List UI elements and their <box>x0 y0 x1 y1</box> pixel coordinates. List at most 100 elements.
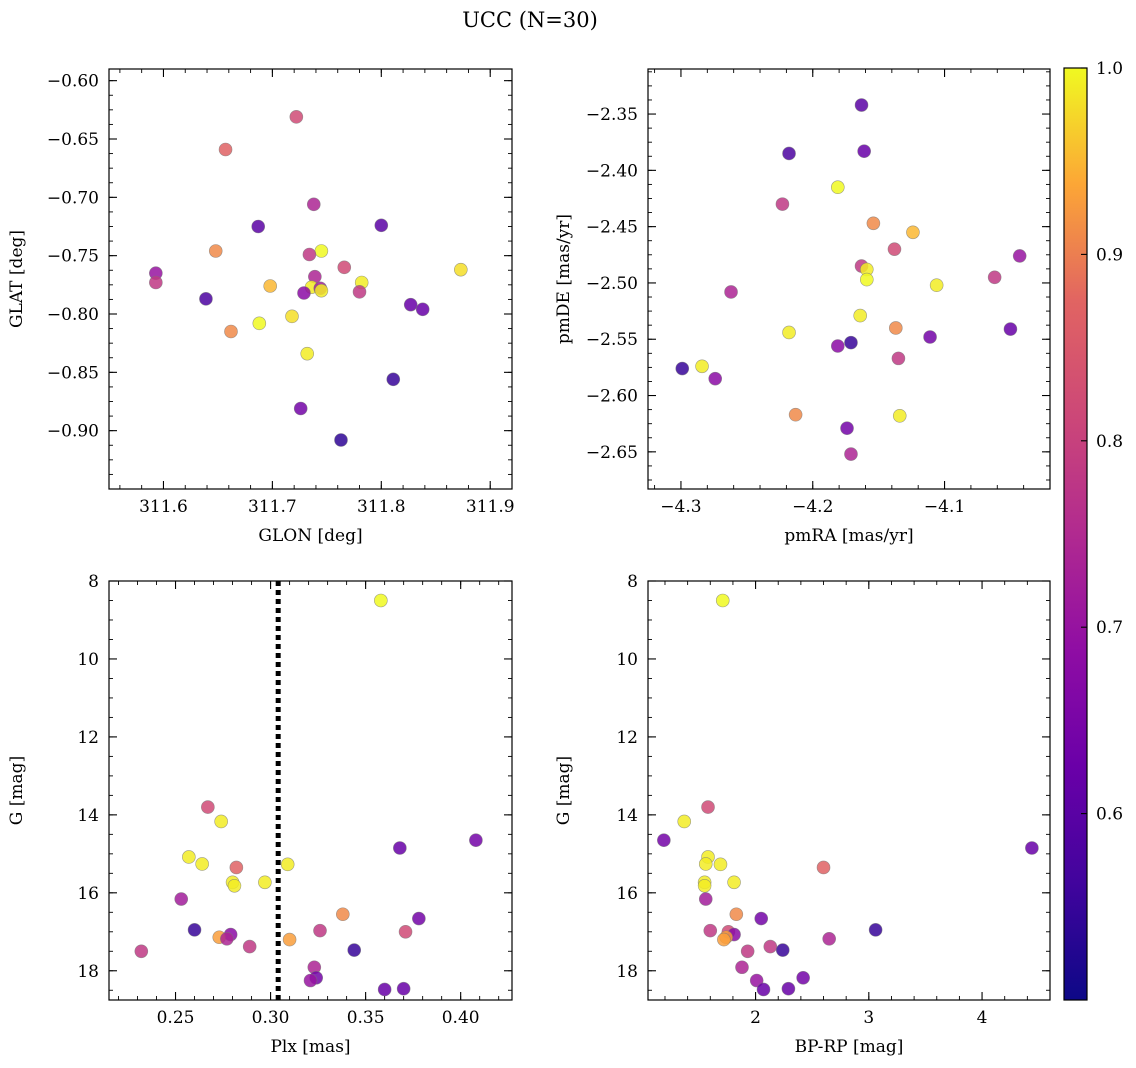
x-tick-label: 0.35 <box>347 1008 385 1028</box>
data-point <box>756 982 771 997</box>
data-point <box>763 939 778 954</box>
y-tick-label: −0.65 <box>47 130 99 150</box>
x-tick-label: 0.30 <box>252 1008 290 1028</box>
data-point <box>840 421 854 435</box>
data-point <box>1003 322 1018 336</box>
data-point <box>134 944 149 959</box>
y-axis-label: G [mag] <box>554 756 574 825</box>
y-tick-label: −2.40 <box>586 161 638 181</box>
data-point <box>224 324 238 339</box>
y-tick-label: 14 <box>77 806 99 826</box>
y-tick-label: 18 <box>77 962 99 982</box>
x-tick-label: 0.25 <box>157 1008 195 1028</box>
data-point <box>788 407 803 422</box>
data-point <box>887 242 902 256</box>
data-point <box>868 923 883 937</box>
data-point <box>352 285 367 299</box>
data-point <box>857 144 871 158</box>
data-point <box>412 911 426 926</box>
data-point <box>302 247 317 262</box>
data-point <box>258 875 272 890</box>
x-tick-label: 311.6 <box>139 497 188 517</box>
x-tick-label: 311.8 <box>357 497 406 517</box>
data-point <box>888 321 903 335</box>
y-tick-label: −0.60 <box>47 72 99 92</box>
data-point <box>300 346 315 361</box>
data-point <box>218 142 233 157</box>
y-tick-label: 12 <box>77 728 99 748</box>
y-tick-label: −2.45 <box>586 218 638 238</box>
data-point <box>386 372 401 387</box>
y-tick-label: 18 <box>616 962 638 982</box>
data-point <box>697 878 712 893</box>
y-tick-label: −2.50 <box>586 274 638 294</box>
data-point <box>469 833 483 847</box>
axes-frame <box>647 68 1051 490</box>
x-tick-label: 3 <box>863 1008 874 1028</box>
y-tick-label: −0.80 <box>47 305 99 325</box>
y-tick-label: −0.70 <box>47 188 99 208</box>
data-point <box>374 593 388 608</box>
y-tick-label: 16 <box>77 884 99 904</box>
y-axis-label: GLAT [deg] <box>7 230 27 328</box>
data-point <box>740 944 755 959</box>
data-point <box>695 359 709 374</box>
y-tick-label: 10 <box>616 650 638 670</box>
data-point <box>374 218 389 233</box>
data-point <box>415 302 430 317</box>
panel-1: 311.6 311.7 311.8 311.9 −0.60 −0.65 −0.70 −0.75… <box>7 68 515 546</box>
data-point <box>263 279 278 293</box>
data-point <box>306 197 321 212</box>
x-axis-label: pmRA [mas/yr] <box>784 526 913 546</box>
data-point <box>698 892 713 906</box>
data-point <box>854 98 869 112</box>
x-tick-label: 311.7 <box>248 497 297 517</box>
data-point <box>782 325 796 340</box>
y-tick-label: −0.75 <box>47 247 99 267</box>
data-point <box>313 923 327 938</box>
data-point <box>708 371 723 386</box>
data-point <box>337 260 352 275</box>
x-tick-label: 2 <box>750 1008 761 1028</box>
data-point <box>227 878 242 893</box>
colorbar: 0.6 0.7 0.8 0.9 1.0 <box>1063 59 1123 1001</box>
data-point <box>214 814 228 829</box>
axes-frame <box>108 68 513 490</box>
data-point <box>830 339 845 353</box>
data-point <box>199 292 213 306</box>
data-point <box>796 970 810 985</box>
data-point <box>775 197 790 211</box>
figure-title: UCC (N=30) <box>462 8 598 32</box>
data-point <box>297 286 311 300</box>
data-point <box>187 923 202 937</box>
y-tick-label: 8 <box>627 572 638 592</box>
data-point <box>1012 249 1027 263</box>
colorbar-tick-label: 0.6 <box>1096 805 1123 825</box>
data-point <box>703 923 718 938</box>
data-point <box>987 270 1002 285</box>
data-point <box>844 447 858 461</box>
x-tick-label: −4.3 <box>660 497 701 517</box>
data-point <box>775 943 790 957</box>
data-point <box>729 907 744 922</box>
data-point <box>727 875 741 890</box>
y-tick-label: 8 <box>88 572 99 592</box>
x-axis-label: BP-RP [mag] <box>795 1037 904 1057</box>
data-point <box>201 800 215 814</box>
data-point <box>289 110 304 124</box>
data-point <box>336 907 350 922</box>
data-point <box>830 180 845 195</box>
data-point <box>677 814 692 829</box>
data-point <box>220 932 234 946</box>
data-point <box>377 982 392 997</box>
data-point <box>698 857 713 871</box>
data-point <box>208 244 223 258</box>
data-point <box>822 932 836 946</box>
y-axis-label: pmDE [mas/yr] <box>554 214 574 344</box>
y-tick-label: −2.35 <box>586 105 638 125</box>
data-point <box>282 932 297 947</box>
data-point <box>1025 841 1039 855</box>
y-tick-label: 16 <box>616 884 638 904</box>
x-tick-label: 4 <box>977 1008 988 1028</box>
